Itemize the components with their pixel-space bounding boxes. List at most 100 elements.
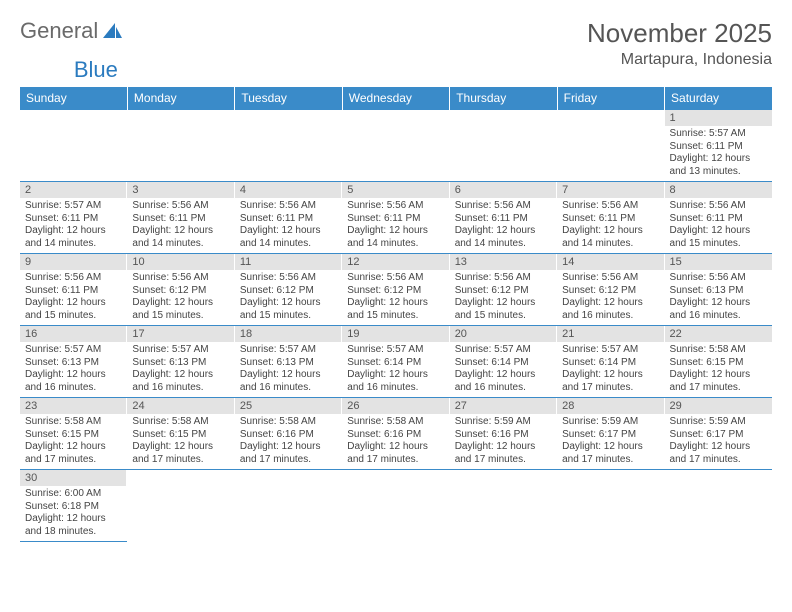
day-details: Sunrise: 5:56 AMSunset: 6:11 PMDaylight:… [127,198,234,252]
sunset-text: Sunset: 6:14 PM [562,357,659,370]
calendar-empty-cell [557,110,664,182]
daylight-text: Daylight: 12 hours and 14 minutes. [347,225,444,250]
daylight-text: Daylight: 12 hours and 17 minutes. [455,441,552,466]
day-number: 5 [342,182,449,198]
day-number: 19 [342,326,449,342]
day-details: Sunrise: 5:56 AMSunset: 6:12 PMDaylight:… [557,270,664,324]
day-details: Sunrise: 5:56 AMSunset: 6:11 PMDaylight:… [450,198,557,252]
day-number: 15 [665,254,772,270]
calendar-week-row: 23Sunrise: 5:58 AMSunset: 6:15 PMDayligh… [20,398,772,470]
sunrise-text: Sunrise: 5:56 AM [132,272,229,285]
day-number: 17 [127,326,234,342]
weekday-header: Monday [127,87,234,110]
sunset-text: Sunset: 6:17 PM [562,429,659,442]
sunrise-text: Sunrise: 5:56 AM [132,200,229,213]
daylight-text: Daylight: 12 hours and 16 minutes. [670,297,767,322]
day-number: 16 [20,326,127,342]
sunset-text: Sunset: 6:11 PM [455,213,552,226]
month-title: November 2025 [587,18,772,49]
calendar-day-cell: 10Sunrise: 5:56 AMSunset: 6:12 PMDayligh… [127,254,234,326]
day-details: Sunrise: 5:56 AMSunset: 6:11 PMDaylight:… [557,198,664,252]
daylight-text: Daylight: 12 hours and 17 minutes. [562,441,659,466]
day-number: 13 [450,254,557,270]
sunrise-text: Sunrise: 5:58 AM [25,416,122,429]
calendar-day-cell: 22Sunrise: 5:58 AMSunset: 6:15 PMDayligh… [665,326,772,398]
sunrise-text: Sunrise: 5:57 AM [25,200,122,213]
sunset-text: Sunset: 6:15 PM [132,429,229,442]
weekday-header: Tuesday [235,87,342,110]
calendar-day-cell: 25Sunrise: 5:58 AMSunset: 6:16 PMDayligh… [235,398,342,470]
sunrise-text: Sunrise: 5:58 AM [670,344,767,357]
daylight-text: Daylight: 12 hours and 16 minutes. [347,369,444,394]
day-details: Sunrise: 5:59 AMSunset: 6:16 PMDaylight:… [450,414,557,468]
calendar-week-row: 16Sunrise: 5:57 AMSunset: 6:13 PMDayligh… [20,326,772,398]
sunrise-text: Sunrise: 5:56 AM [240,200,337,213]
sunrise-text: Sunrise: 5:56 AM [562,272,659,285]
calendar-day-cell: 30Sunrise: 6:00 AMSunset: 6:18 PMDayligh… [20,470,127,542]
sunrise-text: Sunrise: 5:59 AM [670,416,767,429]
day-number: 14 [557,254,664,270]
day-number: 23 [20,398,127,414]
sunrise-text: Sunrise: 5:59 AM [455,416,552,429]
calendar-day-cell: 5Sunrise: 5:56 AMSunset: 6:11 PMDaylight… [342,182,449,254]
logo-line2: GeneBlue [20,57,772,83]
day-details: Sunrise: 5:57 AMSunset: 6:14 PMDaylight:… [342,342,449,396]
logo-word-1: General [20,18,98,44]
calendar-week-row: 9Sunrise: 5:56 AMSunset: 6:11 PMDaylight… [20,254,772,326]
day-number: 21 [557,326,664,342]
day-number: 29 [665,398,772,414]
weekday-header: Saturday [665,87,772,110]
sunset-text: Sunset: 6:13 PM [670,285,767,298]
calendar-empty-cell [127,470,234,542]
sunset-text: Sunset: 6:16 PM [347,429,444,442]
daylight-text: Daylight: 12 hours and 15 minutes. [132,297,229,322]
daylight-text: Daylight: 12 hours and 17 minutes. [670,369,767,394]
daylight-text: Daylight: 12 hours and 14 minutes. [240,225,337,250]
sunset-text: Sunset: 6:13 PM [132,357,229,370]
calendar-day-cell: 12Sunrise: 5:56 AMSunset: 6:12 PMDayligh… [342,254,449,326]
calendar-day-cell: 26Sunrise: 5:58 AMSunset: 6:16 PMDayligh… [342,398,449,470]
day-details: Sunrise: 5:58 AMSunset: 6:15 PMDaylight:… [127,414,234,468]
daylight-text: Daylight: 12 hours and 17 minutes. [25,441,122,466]
sunset-text: Sunset: 6:12 PM [455,285,552,298]
daylight-text: Daylight: 12 hours and 16 minutes. [562,297,659,322]
day-details: Sunrise: 5:57 AMSunset: 6:14 PMDaylight:… [557,342,664,396]
sunrise-text: Sunrise: 5:56 AM [670,200,767,213]
daylight-text: Daylight: 12 hours and 16 minutes. [455,369,552,394]
calendar-day-cell: 15 Sunrise: 5:56 AMSunset: 6:13 PMDayligh… [665,254,772,326]
day-number: 24 [127,398,234,414]
calendar-table: SundayMondayTuesdayWednesdayThursdayFrid… [20,87,772,542]
sunrise-text: Sunrise: 5:56 AM [455,200,552,213]
day-number: 20 [450,326,557,342]
daylight-text: Daylight: 12 hours and 14 minutes. [25,225,122,250]
calendar-day-cell: 13 Sunrise: 5:56 AMSunset: 6:12 PMDayligh… [450,254,557,326]
calendar-day-cell: 4Sunrise: 5:56 AMSunset: 6:11 PMDaylight… [235,182,342,254]
sunset-text: Sunset: 6:11 PM [670,141,767,154]
calendar-empty-cell [557,470,664,542]
sunrise-text: Sunrise: 5:57 AM [455,344,552,357]
calendar-day-cell: 27Sunrise: 5:59 AMSunset: 6:16 PMDayligh… [450,398,557,470]
sunrise-text: Sunrise: 5:58 AM [132,416,229,429]
calendar-day-cell: 9Sunrise: 5:56 AMSunset: 6:11 PMDaylight… [20,254,127,326]
sunset-text: Sunset: 6:16 PM [240,429,337,442]
day-number: 30 [20,470,127,486]
daylight-text: Daylight: 12 hours and 15 minutes. [455,297,552,322]
day-details: Sunrise: 5:57 AMSunset: 6:13 PMDaylight:… [20,342,127,396]
daylight-text: Daylight: 12 hours and 18 minutes. [25,513,122,538]
day-number: 8 [665,182,772,198]
calendar-week-row: 1Sunrise: 5:57 AMSunset: 6:11 PMDaylight… [20,110,772,182]
day-details: Sunrise: 5:56 AMSunset: 6:11 PMDaylight:… [20,270,127,324]
day-number: 12 [342,254,449,270]
sunrise-text: Sunrise: 5:56 AM [670,272,767,285]
sunset-text: Sunset: 6:15 PM [670,357,767,370]
sunrise-text: Sunrise: 5:57 AM [670,128,767,141]
daylight-text: Daylight: 12 hours and 17 minutes. [347,441,444,466]
day-details: Sunrise: 6:00 AMSunset: 6:18 PMDaylight:… [20,486,127,540]
day-details: Sunrise: 5:56 AMSunset: 6:11 PMDaylight:… [235,198,342,252]
calendar-day-cell: 18Sunrise: 5:57 AMSunset: 6:13 PMDayligh… [235,326,342,398]
sunset-text: Sunset: 6:12 PM [132,285,229,298]
sunrise-text: Sunrise: 5:57 AM [132,344,229,357]
calendar-empty-cell [235,470,342,542]
sunrise-text: Sunrise: 5:56 AM [455,272,552,285]
weekday-header: Wednesday [342,87,449,110]
